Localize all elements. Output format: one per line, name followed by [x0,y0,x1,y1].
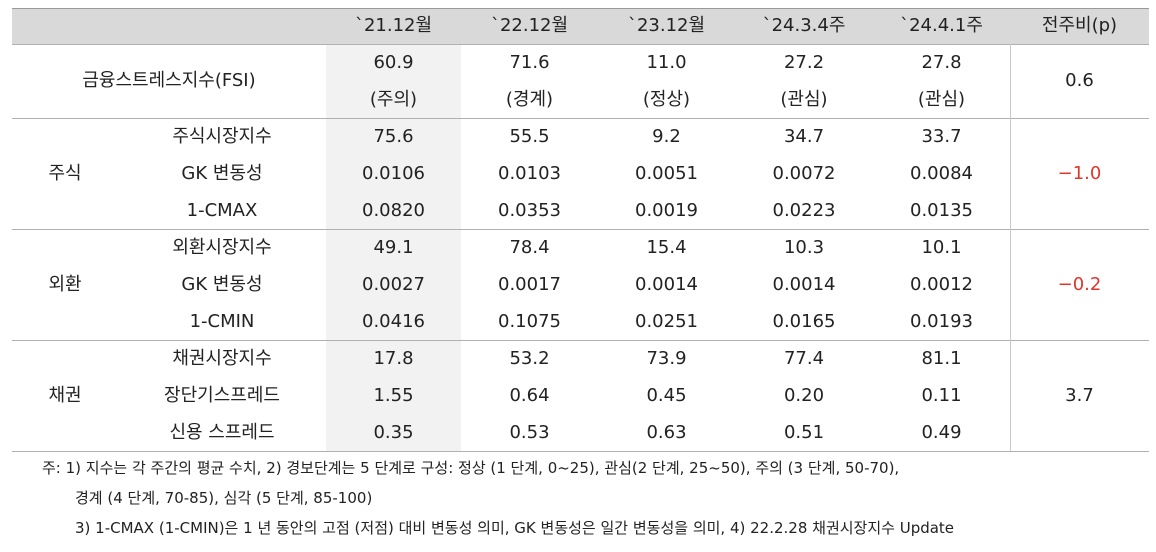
header-col-0: `21.12월 [354,15,433,36]
fsi-stage: (주의) [369,88,418,110]
row-value: 0.0416 [362,310,425,332]
row-value: 0.20 [783,384,825,406]
row-label: 주식시장지수 [172,125,272,147]
row-label: GK 변동성 [181,273,263,295]
first-value-col-shade [326,44,461,451]
row-value: 0.45 [646,384,687,406]
row-value: 15.4 [646,236,687,258]
fsi-value: 60.9 [373,51,414,73]
row-label: 신용 스프레드 [169,421,275,443]
row-divider [12,451,1149,452]
group-name: 외환 [48,273,82,295]
row-value: 0.0135 [910,199,973,221]
row-value: 10.1 [921,236,962,258]
row-label: 1-CMIN [189,310,255,332]
row-value: 0.0014 [635,273,698,295]
footnote-line: 3) 1-CMAX (1-CMIN)은 1 년 동안의 고점 (저점) 대비 변… [75,519,955,537]
row-value: 0.0072 [772,162,836,184]
group-name: 주식 [48,162,82,184]
row-value: 34.7 [783,125,825,147]
row-divider [12,340,1149,341]
row-value: 55.5 [509,125,550,147]
row-value: 73.9 [646,347,687,369]
row-value: 17.8 [373,347,414,369]
group-name: 채권 [48,384,82,406]
row-value: 0.11 [921,384,962,406]
fsi-value: 27.2 [783,51,825,73]
footnote-line: 경계 (4 단계, 70-85), 심각 (5 단계, 85-100) [75,489,373,507]
row-divider [12,229,1149,230]
group-change: 3.7 [1065,384,1094,406]
row-value: 49.1 [373,236,414,258]
row-value: 10.3 [783,236,825,258]
row-value: 0.0051 [635,162,698,184]
row-value: 53.2 [509,347,550,369]
row-value: 0.0353 [498,199,561,221]
row-value: 0.0251 [635,310,698,332]
row-label: 장단기스프레드 [164,384,280,406]
row-value: 0.0027 [362,273,425,295]
fsi-value: 11.0 [646,51,687,73]
fsi-value: 71.6 [509,51,550,73]
fsi-label: 금융스트레스지수(FSI) [82,70,256,91]
row-value: 75.6 [373,125,414,147]
fsi-stage: (경계) [505,88,554,110]
row-value: 78.4 [509,236,550,258]
row-value: 0.0165 [772,310,836,332]
fsi-stage: (관심) [917,88,966,110]
row-divider [12,118,1149,119]
header-col-2: `23.12월 [627,15,706,36]
row-value: 0.0103 [498,162,561,184]
row-value: 33.7 [921,125,962,147]
row-value: 0.63 [646,421,687,443]
header-col-5: 전주비(p) [1041,15,1118,36]
header-col-4: `24.4.1주 [900,15,983,36]
row-value: 0.0820 [362,199,425,221]
group-change: −1.0 [1057,162,1102,184]
row-value: 0.0014 [772,273,836,295]
row-value: 0.0223 [772,199,836,221]
row-value: 77.4 [783,347,825,369]
row-value: 0.0084 [910,162,973,184]
change-col-divider [1010,44,1011,451]
row-value: 1.55 [373,384,414,406]
row-label: 1-CMAX [186,199,258,221]
row-label: 채권시장지수 [172,347,272,369]
row-value: 0.49 [921,421,962,443]
row-divider [12,44,1149,45]
table-top-line [12,8,1149,9]
group-change: −0.2 [1057,273,1102,295]
fsi-value: 27.8 [921,51,962,73]
row-value: 0.35 [373,421,414,443]
row-value: 0.0193 [910,310,973,332]
row-value: 81.1 [921,347,962,369]
row-value: 0.0012 [910,273,973,295]
row-value: 0.0106 [362,162,425,184]
header-col-3: `24.3.4주 [762,15,846,36]
row-label: GK 변동성 [181,162,263,184]
row-label: 외환시장지수 [172,236,272,258]
fsi-stage: (정상) [642,88,691,110]
header-band [12,8,1149,44]
row-value: 0.0017 [498,273,561,295]
row-value: 0.53 [509,421,550,443]
header-col-1: `22.12월 [490,15,569,36]
row-value: 0.0019 [635,199,698,221]
footnote-line: 주: 1) 지수는 각 주간의 평균 수치, 2) 경보단계는 5 단계로 구성… [42,459,900,477]
row-value: 9.2 [652,125,681,147]
row-value: 0.64 [509,384,550,406]
row-value: 0.51 [783,421,825,443]
fsi-change: 0.6 [1065,70,1094,91]
fsi-stage: (관심) [780,88,828,110]
row-value: 0.1075 [498,310,561,332]
